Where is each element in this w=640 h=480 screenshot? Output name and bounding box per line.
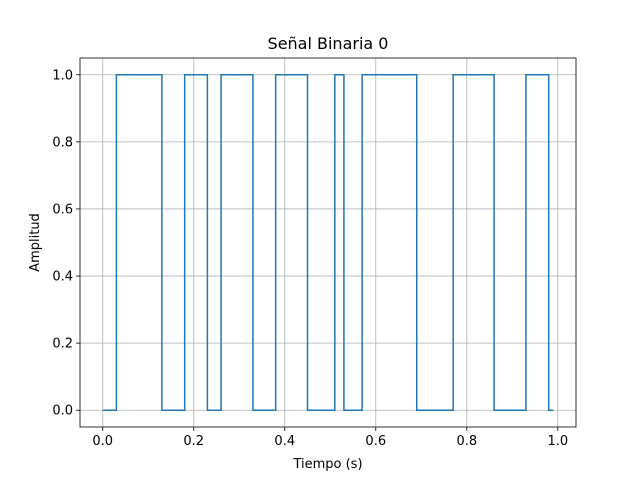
- x-tick-label: 0.0: [92, 434, 113, 449]
- x-tick-label: 0.4: [274, 434, 295, 449]
- axis-ticks: 0.0 0.2 0.4 0.6 0.8 1.0 0.0 0.2 0.4 0.6 0.8 1.0: [52, 68, 568, 449]
- y-tick-label: 0.2: [52, 337, 73, 352]
- signal-line: [102, 74, 554, 411]
- chart-title: Señal Binaria 0: [268, 34, 389, 53]
- y-tick-label: 1.0: [52, 68, 73, 83]
- x-tick-label: 0.8: [456, 434, 477, 449]
- x-tick-label: 0.2: [183, 434, 204, 449]
- plot-frame: [79, 57, 577, 428]
- y-axis-label: Amplitud: [28, 213, 43, 272]
- x-axis-label: Tiempo (s): [292, 457, 362, 472]
- y-tick-label: 0.8: [52, 135, 73, 150]
- x-tick-label: 1.0: [547, 434, 568, 449]
- y-tick-label: 0.4: [52, 270, 73, 285]
- x-tick-label: 0.6: [365, 434, 386, 449]
- grid-lines: [80, 58, 576, 427]
- y-tick-label: 0.0: [52, 404, 73, 419]
- y-tick-label: 0.6: [52, 202, 73, 217]
